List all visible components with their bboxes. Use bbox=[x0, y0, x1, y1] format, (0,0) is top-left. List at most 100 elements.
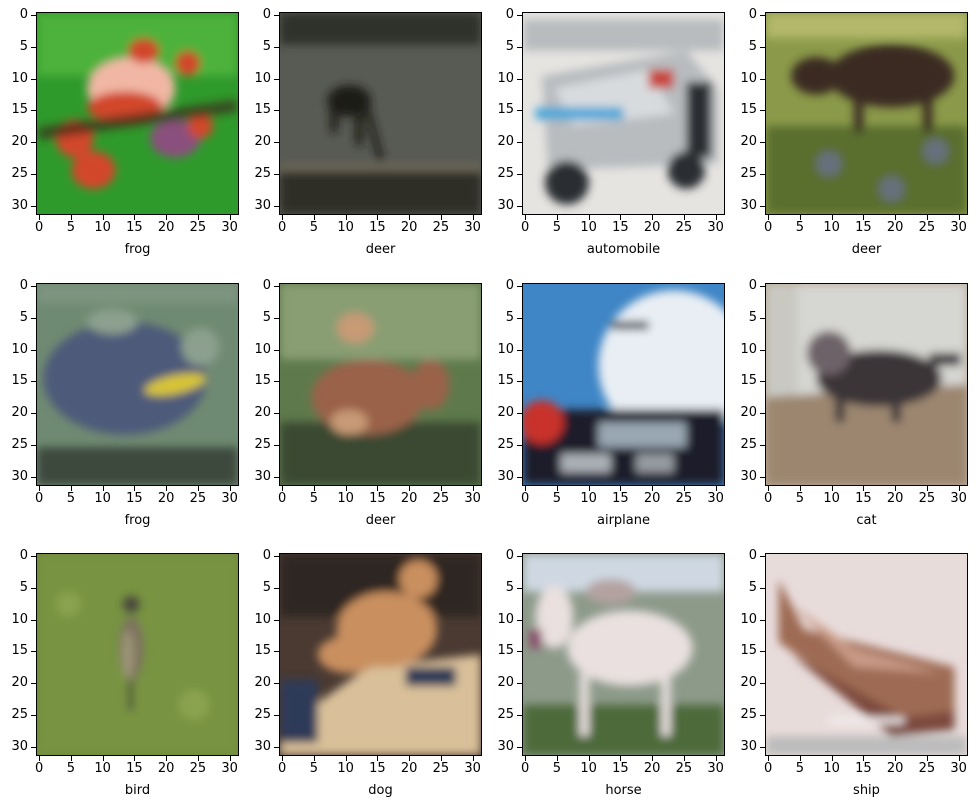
y-tick-mark bbox=[31, 556, 36, 557]
x-tick-label: 15 bbox=[362, 762, 392, 776]
y-tick-mark bbox=[31, 350, 36, 351]
x-tick-label: 10 bbox=[817, 221, 847, 235]
y-tick-mark bbox=[31, 79, 36, 80]
y-tick-mark bbox=[31, 206, 36, 207]
y-tick-mark bbox=[517, 79, 522, 80]
x-tick-label: 10 bbox=[817, 762, 847, 776]
y-tick-mark bbox=[31, 318, 36, 319]
x-tick-label: 0 bbox=[753, 762, 783, 776]
class-label: dog bbox=[279, 783, 482, 798]
y-tick-label: 5 bbox=[733, 581, 757, 595]
y-tick-mark bbox=[760, 79, 765, 80]
y-tick-label: 20 bbox=[4, 135, 28, 149]
y-tick-label: 20 bbox=[247, 676, 271, 690]
x-tick-label: 25 bbox=[669, 762, 699, 776]
x-tick-label: 30 bbox=[944, 492, 974, 506]
y-tick-mark bbox=[31, 715, 36, 716]
y-tick-label: 10 bbox=[490, 343, 514, 357]
x-tick-label: 30 bbox=[215, 492, 245, 506]
image-axes bbox=[765, 12, 968, 215]
x-tick-label: 5 bbox=[785, 492, 815, 506]
x-tick-label: 15 bbox=[848, 762, 878, 776]
y-tick-mark bbox=[760, 715, 765, 716]
class-label: frog bbox=[36, 513, 239, 528]
y-tick-label: 10 bbox=[733, 343, 757, 357]
y-tick-mark bbox=[274, 715, 279, 716]
image-axes bbox=[279, 283, 482, 486]
image-panel: 0 0 5 5 10 10 15 15 20 20 25 25 30 30 frog bbox=[0, 271, 243, 521]
y-tick-label: 5 bbox=[4, 581, 28, 595]
y-tick-mark bbox=[517, 142, 522, 143]
class-label: ship bbox=[765, 783, 968, 798]
x-tick-label: 20 bbox=[637, 221, 667, 235]
x-tick-label: 20 bbox=[880, 221, 910, 235]
y-tick-label: 25 bbox=[4, 438, 28, 452]
y-tick-label: 30 bbox=[4, 199, 28, 213]
y-tick-mark bbox=[274, 683, 279, 684]
y-tick-mark bbox=[31, 15, 36, 16]
y-tick-label: 10 bbox=[247, 343, 271, 357]
x-tick-label: 5 bbox=[542, 762, 572, 776]
x-tick-label: 15 bbox=[605, 221, 635, 235]
y-tick-mark bbox=[274, 174, 279, 175]
y-tick-mark bbox=[517, 556, 522, 557]
x-tick-label: 10 bbox=[574, 221, 604, 235]
x-tick-label: 15 bbox=[119, 762, 149, 776]
y-tick-label: 20 bbox=[247, 406, 271, 420]
y-tick-mark bbox=[760, 445, 765, 446]
y-tick-label: 25 bbox=[247, 438, 271, 452]
x-tick-label: 30 bbox=[944, 221, 974, 235]
x-tick-label: 0 bbox=[267, 492, 297, 506]
x-tick-label: 20 bbox=[394, 492, 424, 506]
y-tick-label: 30 bbox=[733, 740, 757, 754]
x-tick-label: 10 bbox=[331, 221, 361, 235]
y-tick-mark bbox=[517, 318, 522, 319]
x-tick-label: 5 bbox=[785, 762, 815, 776]
y-tick-mark bbox=[274, 318, 279, 319]
x-tick-label: 5 bbox=[56, 762, 86, 776]
y-tick-label: 5 bbox=[490, 40, 514, 54]
x-tick-label: 5 bbox=[542, 221, 572, 235]
y-tick-mark bbox=[517, 110, 522, 111]
y-tick-label: 5 bbox=[4, 40, 28, 54]
image-axes bbox=[522, 12, 725, 215]
y-tick-mark bbox=[760, 381, 765, 382]
y-tick-label: 0 bbox=[4, 8, 28, 22]
image-axes bbox=[36, 12, 239, 215]
y-tick-mark bbox=[760, 47, 765, 48]
y-tick-label: 10 bbox=[4, 343, 28, 357]
y-tick-label: 30 bbox=[490, 470, 514, 484]
y-tick-mark bbox=[517, 47, 522, 48]
x-tick-label: 30 bbox=[215, 221, 245, 235]
x-tick-label: 25 bbox=[183, 762, 213, 776]
x-tick-label: 30 bbox=[701, 762, 731, 776]
y-tick-label: 15 bbox=[490, 374, 514, 388]
x-tick-label: 0 bbox=[753, 492, 783, 506]
y-tick-mark bbox=[517, 477, 522, 478]
y-tick-mark bbox=[274, 381, 279, 382]
y-tick-mark bbox=[760, 588, 765, 589]
y-tick-label: 15 bbox=[733, 644, 757, 658]
y-tick-mark bbox=[274, 350, 279, 351]
y-tick-label: 20 bbox=[247, 135, 271, 149]
y-tick-label: 15 bbox=[733, 103, 757, 117]
x-tick-label: 25 bbox=[426, 492, 456, 506]
y-tick-label: 20 bbox=[733, 406, 757, 420]
y-tick-mark bbox=[274, 588, 279, 589]
x-tick-label: 30 bbox=[458, 492, 488, 506]
x-tick-label: 15 bbox=[605, 492, 635, 506]
y-tick-label: 30 bbox=[490, 740, 514, 754]
x-tick-label: 0 bbox=[510, 762, 540, 776]
x-tick-label: 5 bbox=[56, 492, 86, 506]
x-tick-label: 0 bbox=[24, 492, 54, 506]
y-tick-mark bbox=[760, 206, 765, 207]
image-panel: 0 0 5 5 10 10 15 15 20 20 25 25 30 30 deer bbox=[243, 0, 486, 250]
y-tick-mark bbox=[31, 651, 36, 652]
image-axes bbox=[765, 553, 968, 756]
y-tick-mark bbox=[274, 477, 279, 478]
y-tick-label: 30 bbox=[247, 740, 271, 754]
y-tick-label: 0 bbox=[490, 8, 514, 22]
y-tick-label: 15 bbox=[247, 374, 271, 388]
y-tick-mark bbox=[760, 286, 765, 287]
